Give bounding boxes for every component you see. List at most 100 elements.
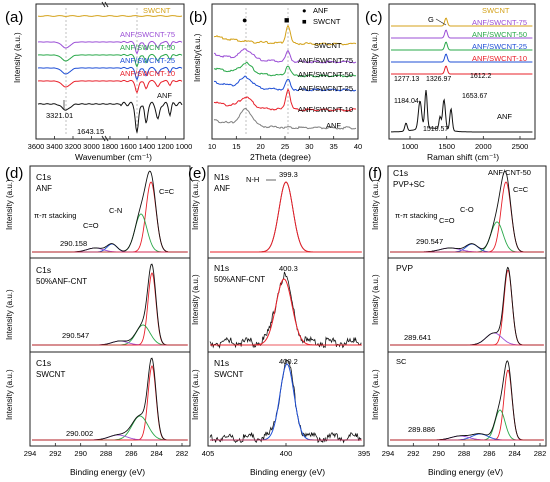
panel-b-ylabel: Intensity(a.u.) [193, 33, 202, 82]
x-tick-label: 288 [458, 449, 471, 458]
annotation-c-c: C=C [513, 185, 529, 194]
subplot-d1-title: C1s [36, 172, 51, 182]
series-label-swcnt: SWCNT [482, 6, 510, 15]
panel-e-xlabel: Binding energy (eV) [250, 467, 325, 477]
subplot-e3-subtitle: SWCNT [214, 370, 243, 379]
series-label-anf: ANF [497, 112, 512, 121]
axis-break-mark [101, 135, 106, 142]
series-label-anf-swcnt-10: ANF/SWCNT-10 [120, 69, 175, 78]
x-tick-label: 292 [407, 449, 420, 458]
series-line-anf-swcnt-75 [214, 48, 357, 64]
legend-label-swcnt: SWCNT [313, 17, 341, 26]
subplot-e1-title: N1s [214, 172, 229, 182]
x-tick-label: 294 [24, 449, 37, 458]
series-line-anf-swcnt-25 [37, 66, 183, 81]
annotation-290547: 290.547 [416, 237, 443, 246]
panel-f-ylabel-2: Intensity (a.u.) [371, 274, 380, 325]
series-label-anf-swcnt-75: ANF/SWCNT-75 [298, 56, 353, 65]
panel-e-ylabel-2: Intensity (a.u.) [191, 274, 200, 325]
x-tick-label: 284 [150, 449, 163, 458]
x-tick-label: 290 [74, 449, 87, 458]
series-label-anf-swcnt-10: ANF/SWCNT-10 [298, 105, 353, 114]
subplot-d3-title: C1s [36, 358, 51, 368]
series-label-anf-swcnt-10: ANF/SWCNT-10 [472, 54, 527, 63]
series-line-anf-swcnt-50 [391, 41, 533, 51]
annotation-c-o: C-O [460, 205, 474, 214]
panel-f-ylabel-1: Intensity (a.u.) [371, 179, 380, 230]
series-line-swcnt [37, 15, 183, 17]
series-line-anf [213, 107, 357, 130]
panel-c-ylabel: Intensity (a.u.) [370, 32, 379, 83]
subplot-d2-subtitle: 50%ANF-CNT [36, 277, 87, 286]
x-tick-label: 288 [100, 449, 113, 458]
x-tick-label: 294 [382, 449, 395, 458]
annotation-c-o: C=O [83, 221, 99, 230]
annotation-1184: 1184.04 [394, 98, 419, 105]
panel-d-xticks: 294 292 290 288 286 284 282 [24, 443, 188, 458]
panel-f-label: (f) [368, 165, 382, 182]
x-tick-label: 284 [508, 449, 521, 458]
series-label-swcnt: SWCNT [143, 6, 171, 15]
x-tick-label: 286 [483, 449, 496, 458]
x-tick-label: 1800 [102, 142, 119, 151]
panel-c-xticks: 1000 1500 2000 2500 [402, 136, 529, 151]
x-tick-label: 2500 [512, 142, 529, 151]
series-line-anf-swcnt-50 [37, 53, 183, 68]
axis-break-mark [104, 1, 109, 8]
x-tick-label: 290 [432, 449, 445, 458]
annotation-arrow [435, 18, 447, 26]
panel-e: (e) Intensity (a.u.) Intensity (a.u.) In… [188, 165, 370, 477]
panel-a: (a) Intensity (a.u.) Wavenumber (cm⁻¹) 3… [5, 1, 192, 162]
series-label-anf-swcnt-75: ANF/SWCNT-75 [472, 18, 527, 27]
fitted-peak [210, 278, 362, 346]
panel-e-ylabel-3: Intensity (a.u.) [191, 369, 200, 420]
subplot-e2-subtitle: 50%ANF-CNT [214, 275, 265, 284]
x-tick-label: 1500 [438, 142, 455, 151]
x-tick-label: 292 [49, 449, 62, 458]
annotation-1511: 1510.57 [423, 126, 448, 133]
panel-e-ylabel-1: Intensity (a.u.) [191, 179, 200, 230]
x-tick-label: 40 [354, 142, 362, 151]
x-tick-label: 2000 [475, 142, 492, 151]
annotation-3321: 3321.01 [46, 111, 73, 120]
series-label-anf-swcnt-50: ANF/SWCNT-50 [298, 70, 353, 79]
series-line-swcnt [391, 17, 533, 27]
series-label-anf: ANF [157, 91, 172, 100]
legend-symbol-swcnt: ■ [302, 17, 307, 26]
x-tick-label: 35 [329, 142, 337, 151]
panel-d-curves [32, 170, 188, 441]
panel-c-xlabel: Raman shift (cm⁻¹) [427, 152, 499, 162]
panel-f-xlabel: Binding energy (eV) [428, 467, 503, 477]
annotation-4003: 400.3 [279, 264, 298, 273]
panel-d-frame [29, 165, 191, 447]
series-label-anf-swcnt-50: ANF/SWCNT-50 [120, 43, 175, 52]
x-tick-label: 282 [534, 449, 547, 458]
series-line-anf [37, 101, 183, 133]
x-tick-label: 3600 [28, 142, 45, 151]
x-tick-label: 286 [125, 449, 138, 458]
panel-d-ylabel-3: Intensity (a.u.) [5, 369, 14, 420]
x-tick-label: 405 [202, 449, 215, 458]
legend-symbol-anf: ● [302, 6, 307, 15]
panel-e-frame [207, 165, 365, 447]
series-line-anf-swcnt-75 [37, 40, 183, 55]
panel-f: (f) Intensity (a.u.) Intensity (a.u.) In… [368, 165, 547, 477]
subplot-f3-title: SC [396, 357, 407, 366]
panel-a-label: (a) [5, 9, 23, 26]
panel-d-ylabel-1: Intensity (a.u.) [5, 289, 14, 340]
panel-d-ylabel-2: Intensity (a.u.) [5, 179, 14, 230]
series-label-anf-swcnt-50: ANF/SWCNT-50 [472, 30, 527, 39]
series-line-anf-swcnt-10 [213, 88, 357, 112]
series-line-anf-swcnt-75 [391, 29, 533, 39]
subplot-d3-subtitle: SWCNT [36, 370, 65, 379]
panel-a-xlabel: Wavenumber (cm⁻¹) [75, 152, 152, 162]
annotation-290158: 290.158 [60, 239, 87, 248]
subplot-e3-title: N1s [214, 358, 229, 368]
panel-b: (b) Intensity(a.u.) 2Theta (degree) 10 15… [189, 3, 362, 162]
panel-b-label: (b) [189, 9, 207, 26]
panel-e-label: (e) [188, 165, 206, 182]
annotation-c-c: C=C [159, 187, 175, 196]
annotation-1327: 1326.97 [426, 76, 451, 83]
x-tick-label: 10 [208, 142, 216, 151]
